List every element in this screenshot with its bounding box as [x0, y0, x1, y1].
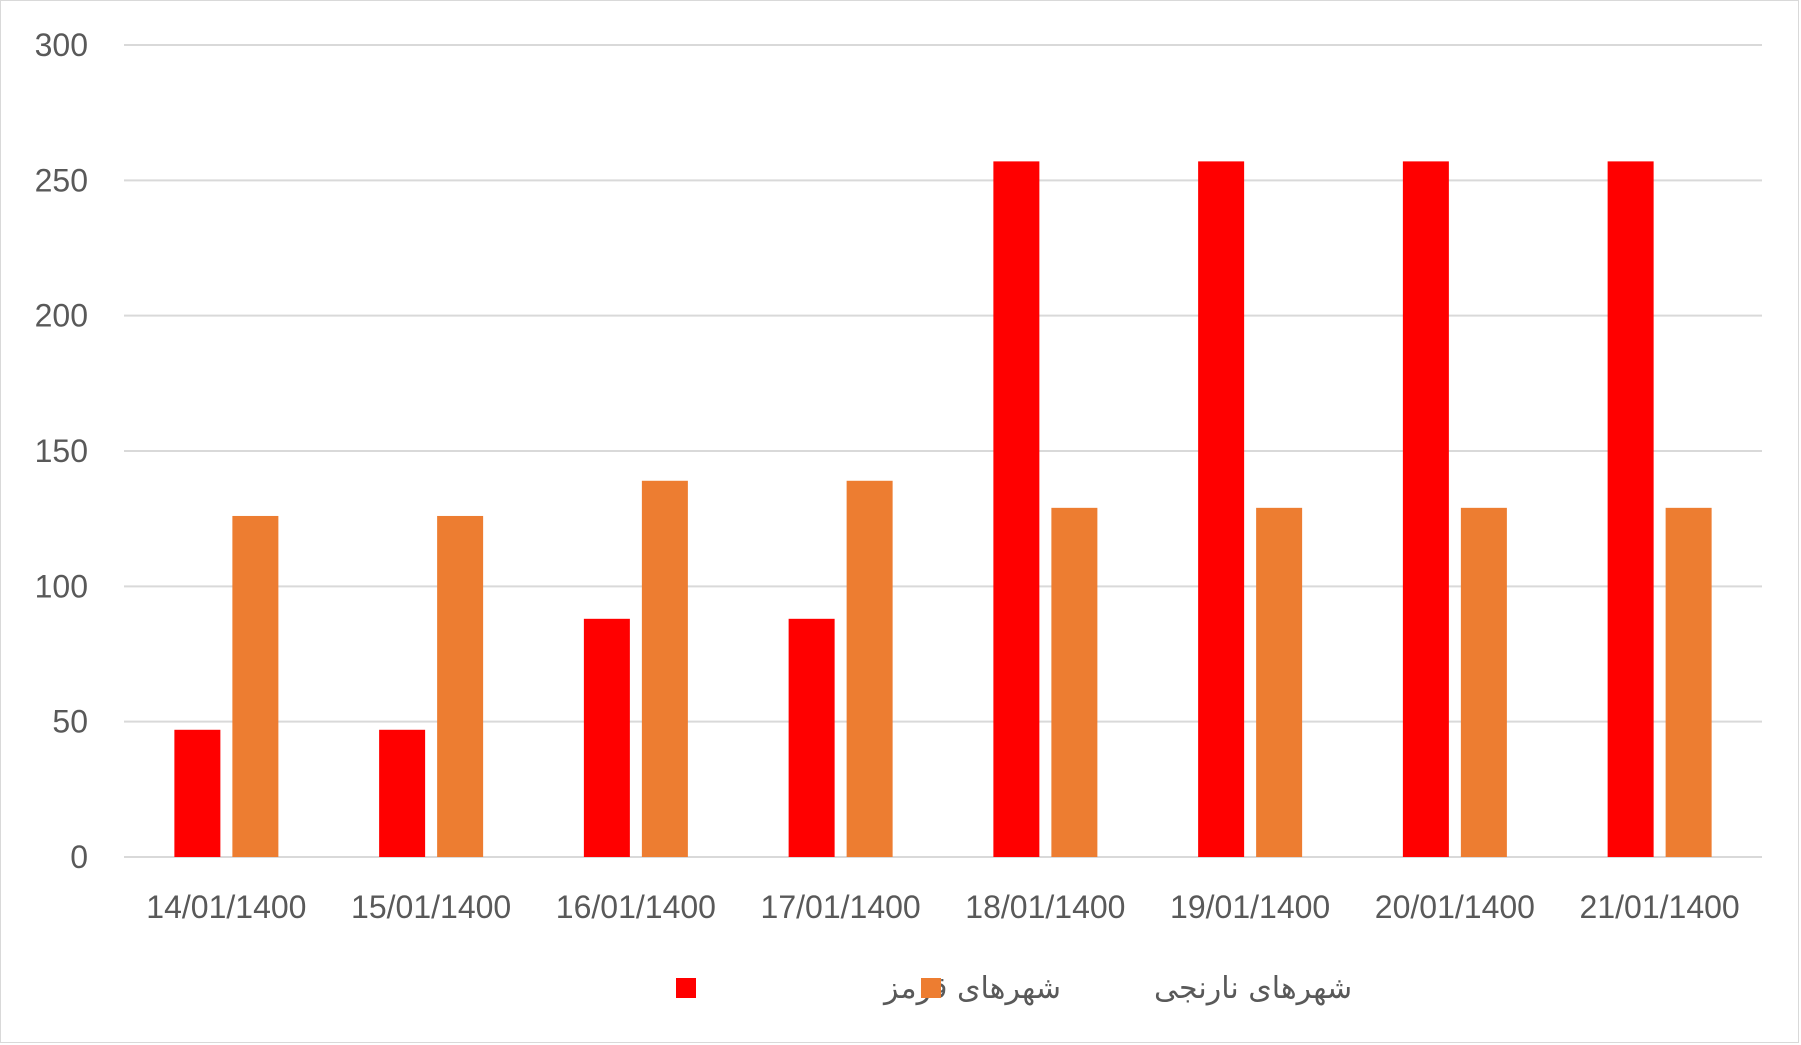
bar-series1-19/01/1400 — [1256, 507, 1303, 857]
bar-series0-18/01/1400 — [993, 161, 1040, 858]
legend: شهرهای قرمز شهرهای نارنجی — [676, 971, 1352, 1006]
x-tick-label-18/01/1400: 18/01/1400 — [965, 889, 1125, 925]
bar-series1-16/01/1400 — [641, 480, 688, 857]
y-tick-label-100: 100 — [35, 568, 88, 604]
x-axis-tick-labels: 14/01/1400 15/01/1400 16/01/1400 17/01/1400… — [146, 889, 1739, 925]
bar-series1-18/01/1400 — [1051, 507, 1098, 857]
legend-label-series1: شهرهای نارنجی — [1154, 971, 1352, 1006]
bar-series0-19/01/1400 — [1198, 161, 1245, 858]
bar-series1-17/01/1400 — [846, 480, 893, 857]
y-tick-label-250: 250 — [35, 162, 88, 198]
gridlines — [124, 44, 1762, 858]
bar-series0-20/01/1400 — [1402, 161, 1449, 858]
x-tick-label-15/01/1400: 15/01/1400 — [351, 889, 511, 925]
bar-series0-14/01/1400 — [174, 729, 221, 857]
bar-series1-20/01/1400 — [1460, 507, 1507, 857]
bar-series0-21/01/1400 — [1607, 161, 1654, 858]
x-tick-label-21/01/1400: 21/01/1400 — [1580, 889, 1740, 925]
y-tick-label-300: 300 — [35, 27, 88, 63]
y-tick-label-0: 0 — [70, 839, 88, 875]
y-tick-label-50: 50 — [52, 704, 88, 740]
y-tick-label-150: 150 — [35, 433, 88, 469]
bar-series1-15/01/1400 — [437, 515, 484, 857]
x-tick-label-17/01/1400: 17/01/1400 — [761, 889, 921, 925]
bar-series0-15/01/1400 — [379, 729, 426, 857]
bar-series0-16/01/1400 — [583, 618, 630, 857]
bars — [174, 161, 1712, 858]
y-tick-label-200: 200 — [35, 298, 88, 334]
legend-label-series0: شهرهای قرمز — [882, 971, 1061, 1006]
y-axis-tick-labels: 0 50 100 150 200 250 300 — [35, 27, 88, 875]
legend-swatch-series1 — [921, 978, 941, 998]
legend-swatch-series0 — [676, 978, 696, 998]
x-tick-label-16/01/1400: 16/01/1400 — [556, 889, 716, 925]
bar-series1-21/01/1400 — [1665, 507, 1712, 857]
bar-series0-17/01/1400 — [788, 618, 835, 857]
x-tick-label-14/01/1400: 14/01/1400 — [146, 889, 306, 925]
x-tick-label-19/01/1400: 19/01/1400 — [1170, 889, 1330, 925]
x-tick-label-20/01/1400: 20/01/1400 — [1375, 889, 1535, 925]
bar-series1-14/01/1400 — [232, 515, 279, 857]
